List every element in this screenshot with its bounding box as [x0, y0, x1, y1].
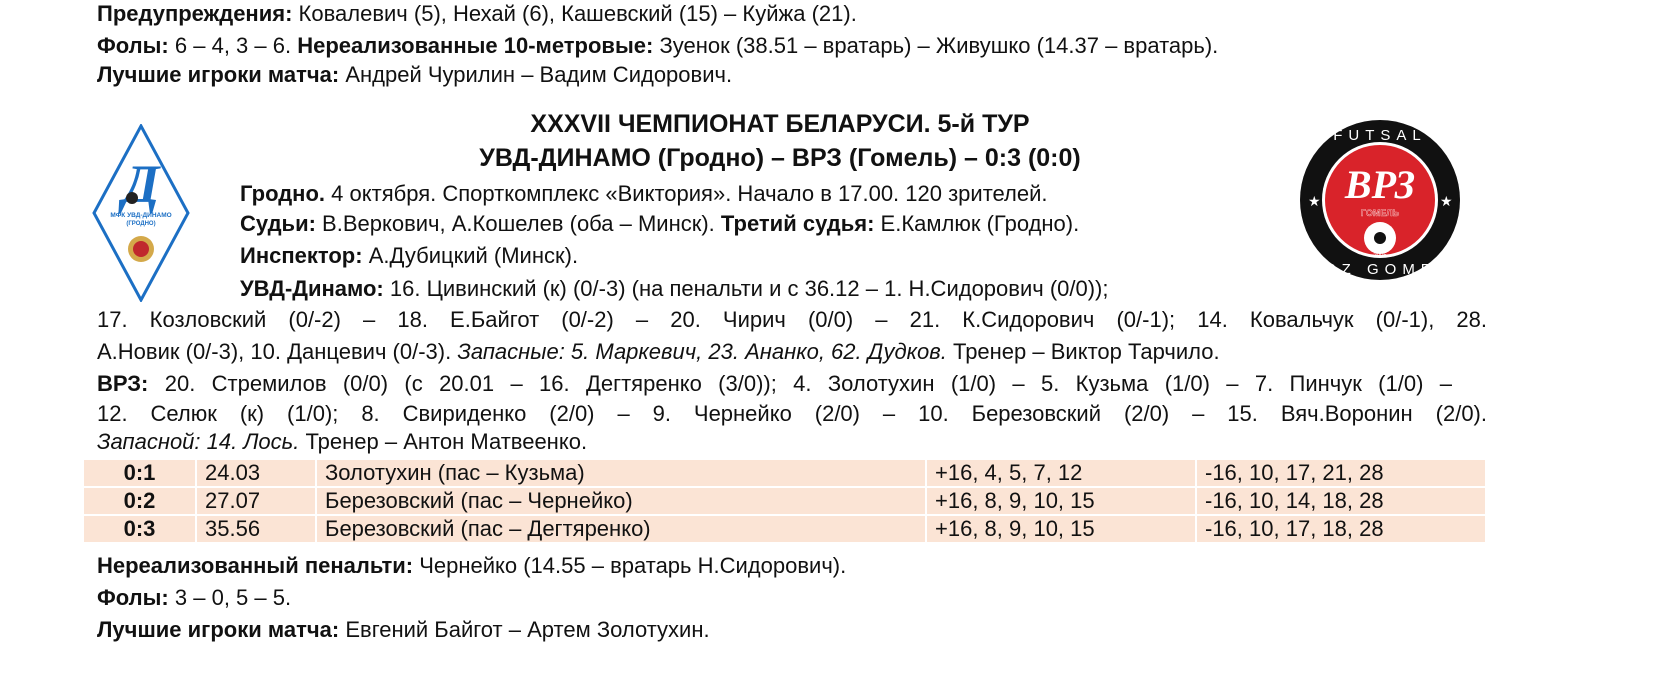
- goal-score: 0:3: [82, 514, 197, 544]
- svg-text:Д: Д: [118, 154, 162, 214]
- goal-minus: -16, 10, 14, 18, 28: [1195, 486, 1487, 516]
- label: Гродно.: [240, 181, 326, 206]
- label: Инспектор:: [240, 243, 363, 268]
- label: Нереализованные 10-метровые:: [297, 33, 654, 58]
- fouls: Фолы: 3 – 0, 5 – 5.: [97, 584, 291, 612]
- svg-text:VRZ GOMEL: VRZ GOMEL: [1309, 261, 1451, 278]
- referees-line: Судьи: В.Веркович, А.Кошелев (оба – Минс…: [240, 210, 1079, 238]
- label: Судьи:: [240, 211, 316, 236]
- goal-plus: +16, 8, 9, 10, 15: [925, 514, 1197, 544]
- svg-text:ГОМЕЛЬ: ГОМЕЛЬ: [1361, 208, 1400, 218]
- label: Предупреждения:: [97, 1, 293, 26]
- value: В.Веркович, А.Кошелев (оба – Минск).: [322, 211, 715, 236]
- value: 6 – 4, 3 – 6.: [174, 33, 292, 58]
- value: Зуенок (38.51 – вратарь) – Живушко (14.3…: [659, 33, 1219, 58]
- goal-plus: +16, 4, 5, 7, 12: [925, 458, 1197, 488]
- value: 16. Цивинский (к) (0/-3) (на пенальти и …: [389, 276, 1109, 301]
- value: Андрей Чурилин – Вадим Сидорович.: [345, 62, 733, 87]
- svg-text:FUTSAL: FUTSAL: [1333, 127, 1427, 144]
- goal-time: 27.07: [195, 486, 317, 516]
- goal-scorer: Золотухин (пас – Кузьма): [315, 458, 927, 488]
- best-players: Лучшие игроки матча: Евгений Байгот – Ар…: [97, 616, 710, 644]
- goals-table: 0:1 24.03 Золотухин (пас – Кузьма) +16, 4, …: [82, 458, 1487, 544]
- value: А.Дубицкий (Минск).: [368, 243, 579, 268]
- goal-row: 0:2 27.07 Березовский (пас – Чернейко) +16,…: [82, 486, 1487, 516]
- dinamo-logo: Д МФК УВД-ДИНАМО (ГРОДНО): [92, 124, 190, 302]
- away-lineup-3: Запасной: 14. Лось. Тренер – Антон Матве…: [97, 428, 587, 456]
- prev-best: Лучшие игроки матча: Андрей Чурилин – Ва…: [97, 61, 732, 89]
- value: 4 октября. Спорткомплекс «Виктория». Нач…: [331, 181, 1048, 206]
- svg-text:МФК УВД-ДИНАМО: МФК УВД-ДИНАМО: [110, 212, 171, 219]
- label: Лучшие игроки матча:: [97, 62, 340, 87]
- away-lineup-2: 12. Селюк (к) (1/0); 8. Свириденко (2/0)…: [97, 401, 1487, 426]
- prev-warnings: Предупреждения: Ковалевич (5), Нехай (6)…: [97, 0, 857, 28]
- goal-time: 24.03: [195, 458, 317, 488]
- home-lineup-2: 17. Козловский (0/-2) – 18. Е.Байгот (0/…: [97, 307, 1487, 332]
- label: Фолы:: [97, 33, 169, 58]
- home-lineup-3: А.Новик (0/-3), 10. Данцевич (0/-3). Зап…: [97, 338, 1220, 366]
- home-subs: Запасные: 5. Маркевич, 23. Ананко, 62. Д…: [457, 339, 947, 364]
- goal-minus: -16, 10, 17, 18, 28: [1195, 514, 1487, 544]
- goal-row: 0:3 35.56 Березовский (пас – Дегтяренко) +1…: [82, 514, 1487, 544]
- venue-line: Гродно. 4 октября. Спорткомплекс «Виктор…: [240, 180, 1048, 208]
- away-subs: Запасной: 14. Лось.: [97, 429, 300, 454]
- missed-penalty: Нереализованный пенальти: Чернейко (14.5…: [97, 552, 846, 580]
- goal-score: 0:1: [82, 458, 197, 488]
- goal-plus: +16, 8, 9, 10, 15: [925, 486, 1197, 516]
- value: Ковалевич (5), Нехай (6), Кашевский (15)…: [298, 1, 857, 26]
- label: УВД-Динамо:: [240, 276, 384, 301]
- goal-scorer: Березовский (пас – Чернейко): [315, 486, 927, 516]
- label: Нереализованный пенальти:: [97, 553, 414, 578]
- value: 3 – 0, 5 – 5.: [174, 585, 292, 610]
- goal-row: 0:1 24.03 Золотухин (пас – Кузьма) +16, 4, …: [82, 458, 1487, 488]
- svg-text:ВРЗ: ВРЗ: [1344, 162, 1415, 207]
- championship-title: XXXVII ЧЕМПИОНАТ БЕЛАРУСИ. 5-й ТУР: [530, 110, 1030, 138]
- goal-score: 0:2: [82, 486, 197, 516]
- label: ВРЗ:: [97, 371, 149, 396]
- home-coach: Тренер – Виктор Тарчило.: [952, 339, 1220, 364]
- svg-text:(ГРОДНО): (ГРОДНО): [126, 221, 155, 227]
- value: 20. Стремилов (0/0) (с 20.01 – 16. Дегтя…: [164, 371, 1452, 396]
- goal-scorer: Березовский (пас – Дегтяренко): [315, 514, 927, 544]
- away-lineup-1: ВРЗ: 20. Стремилов (0/0) (с 20.01 – 16. …: [97, 370, 1452, 398]
- svg-text:2005: 2005: [1373, 253, 1387, 259]
- label: Фолы:: [97, 585, 169, 610]
- goal-minus: -16, 10, 17, 21, 28: [1195, 458, 1487, 488]
- value: Е.Камлюк (Гродно).: [880, 211, 1080, 236]
- svg-text:★: ★: [1308, 193, 1321, 209]
- vrz-logo: FUTSAL VRZ GOMEL ★ ★ ВРЗ ГОМЕЛЬ 2005: [1300, 120, 1460, 280]
- svg-text:★: ★: [1440, 193, 1453, 209]
- match-title: УВД-ДИНАМО (Гродно) – ВРЗ (Гомель) – 0:3…: [479, 144, 1081, 172]
- value: Чернейко (14.55 – вратарь Н.Сидорович).: [419, 553, 847, 578]
- goal-time: 35.56: [195, 514, 317, 544]
- label: Лучшие игроки матча:: [97, 617, 340, 642]
- inspector-line: Инспектор: А.Дубицкий (Минск).: [240, 242, 578, 270]
- prev-fouls: Фолы: 6 – 4, 3 – 6. Нереализованные 10-м…: [97, 32, 1218, 60]
- label: Третий судья:: [720, 211, 875, 236]
- away-coach: Тренер – Антон Матвеенко.: [305, 429, 588, 454]
- value: А.Новик (0/-3), 10. Данцевич (0/-3).: [97, 339, 452, 364]
- value: Евгений Байгот – Артем Золотухин.: [345, 617, 710, 642]
- home-lineup-1: УВД-Динамо: 16. Цивинский (к) (0/-3) (на…: [240, 275, 1109, 303]
